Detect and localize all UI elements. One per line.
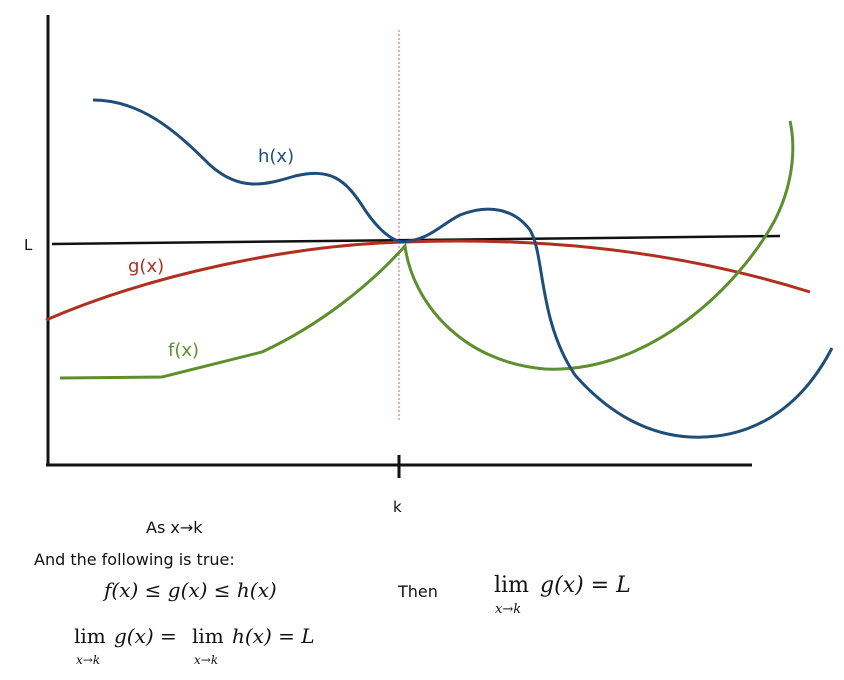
limit-h-word: lim — [192, 624, 224, 648]
limit-h-expr: h(x) = L — [232, 624, 315, 648]
curve-f — [59, 120, 795, 380]
limit-g-sub: x→k — [76, 653, 100, 667]
limit-h-sub: x→k — [194, 653, 218, 667]
statement-line2: And the following is true: — [34, 550, 235, 569]
curve-g — [45, 239, 811, 322]
limit-g-word: lim — [74, 624, 106, 648]
statement-line1: As x→k — [146, 518, 203, 537]
label-f: f(x) — [168, 340, 199, 361]
label-L: L — [24, 236, 33, 254]
then-word: Then — [397, 582, 438, 601]
label-k: k — [393, 498, 402, 516]
label-g: g(x) — [128, 256, 164, 277]
label-h: h(x) — [258, 146, 294, 167]
conclusion-expr: g(x) = L — [540, 573, 631, 598]
conclusion-lim-word: lim — [494, 573, 529, 598]
curve-h — [92, 98, 834, 439]
inequality: f(x) ≤ g(x) ≤ h(x) — [102, 578, 277, 602]
conclusion-lim-sub: x→k — [495, 602, 521, 617]
limit-g-expr: g(x) = — [114, 624, 177, 648]
